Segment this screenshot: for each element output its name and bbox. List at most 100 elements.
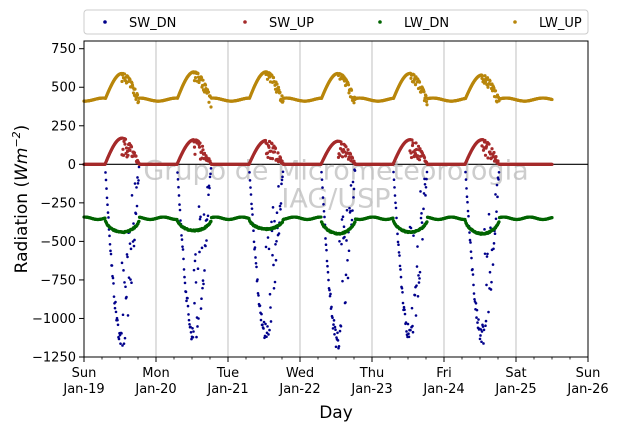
data-point: [105, 196, 109, 200]
data-point: [413, 293, 417, 297]
data-point: [115, 316, 119, 320]
data-point: [123, 137, 128, 141]
data-point: [255, 265, 258, 269]
data-point: [123, 281, 126, 284]
data-point: [423, 183, 427, 186]
data-point: [250, 202, 253, 206]
data-point: [121, 153, 126, 157]
data-point: [492, 86, 496, 90]
data-point: [483, 74, 487, 78]
data-point: [274, 242, 277, 246]
data-point: [117, 337, 121, 341]
data-point: [486, 156, 490, 160]
data-point: [414, 314, 418, 317]
data-point: [418, 154, 423, 158]
x-tick-label-weekday: Sun: [576, 366, 601, 381]
data-point: [413, 83, 418, 87]
data-point: [490, 147, 494, 151]
x-tick-label-weekday: Tue: [216, 366, 239, 381]
data-point: [414, 141, 418, 145]
data-point: [331, 316, 334, 320]
data-point: [126, 153, 130, 157]
data-point: [338, 329, 342, 333]
data-point: [196, 325, 199, 328]
data-point: [402, 305, 406, 309]
y-tick-label: −1000: [32, 312, 76, 327]
data-point: [337, 346, 340, 350]
data-point: [202, 282, 205, 286]
data-marks: [82, 70, 554, 350]
data-point: [468, 238, 472, 242]
data-point: [193, 259, 197, 263]
data-point: [126, 255, 129, 259]
data-point: [351, 180, 355, 184]
legend-label-lw-dn: LW_DN: [404, 16, 449, 31]
data-point: [127, 276, 131, 279]
data-point: [275, 211, 279, 215]
data-point: [270, 142, 274, 146]
data-point: [465, 187, 468, 190]
data-point: [137, 179, 140, 182]
data-point: [328, 288, 331, 292]
data-point: [207, 100, 211, 104]
data-point: [480, 74, 485, 78]
x-tick-label-date: Jan-24: [422, 382, 464, 397]
data-point: [136, 176, 139, 179]
data-point: [485, 255, 489, 258]
y-axis-title-prefix: Radiation (: [12, 181, 32, 273]
data-point: [484, 324, 487, 327]
data-point: [487, 310, 490, 314]
legend-label-sw-up: SW_UP: [269, 16, 314, 31]
data-point: [411, 80, 416, 84]
data-point: [406, 322, 410, 326]
data-point: [191, 326, 194, 330]
data-point: [322, 202, 325, 206]
data-point: [346, 83, 351, 87]
data-point: [409, 328, 412, 332]
data-point: [129, 247, 133, 251]
data-point: [281, 99, 285, 103]
data-point: [209, 105, 213, 109]
legend-marker-lw-up: [513, 20, 517, 24]
data-point: [346, 276, 350, 280]
data-point: [105, 187, 108, 190]
data-point: [325, 259, 329, 263]
data-point: [187, 313, 190, 316]
data-point: [397, 251, 401, 254]
data-point: [334, 345, 338, 349]
data-point: [344, 145, 348, 149]
data-point: [280, 182, 283, 186]
data-point: [266, 325, 269, 328]
data-point: [104, 171, 107, 174]
data-point: [194, 281, 198, 284]
data-point: [345, 239, 348, 242]
data-point: [337, 344, 341, 348]
data-point: [121, 344, 124, 347]
data-point: [480, 340, 483, 344]
data-point: [183, 275, 186, 279]
data-point: [350, 218, 354, 222]
data-point: [262, 327, 265, 330]
data-point: [495, 183, 499, 187]
data-point: [468, 231, 471, 234]
data-point: [125, 295, 128, 299]
data-point: [417, 80, 422, 84]
data-point: [482, 328, 486, 332]
data-point: [125, 253, 129, 256]
data-point: [419, 190, 422, 193]
data-point: [425, 177, 428, 181]
data-point: [349, 184, 353, 187]
data-point: [269, 306, 272, 309]
data-point: [193, 301, 196, 305]
data-point: [256, 278, 259, 281]
data-point: [182, 268, 186, 271]
data-point: [393, 194, 397, 197]
data-point: [128, 78, 132, 82]
data-point: [339, 324, 343, 328]
data-point: [130, 281, 133, 285]
data-point: [107, 216, 110, 219]
y-axis-title-unit: Wm: [12, 148, 32, 181]
data-point: [396, 232, 399, 236]
data-point: [484, 144, 489, 149]
legend-label-sw-dn: SW_DN: [129, 16, 176, 31]
